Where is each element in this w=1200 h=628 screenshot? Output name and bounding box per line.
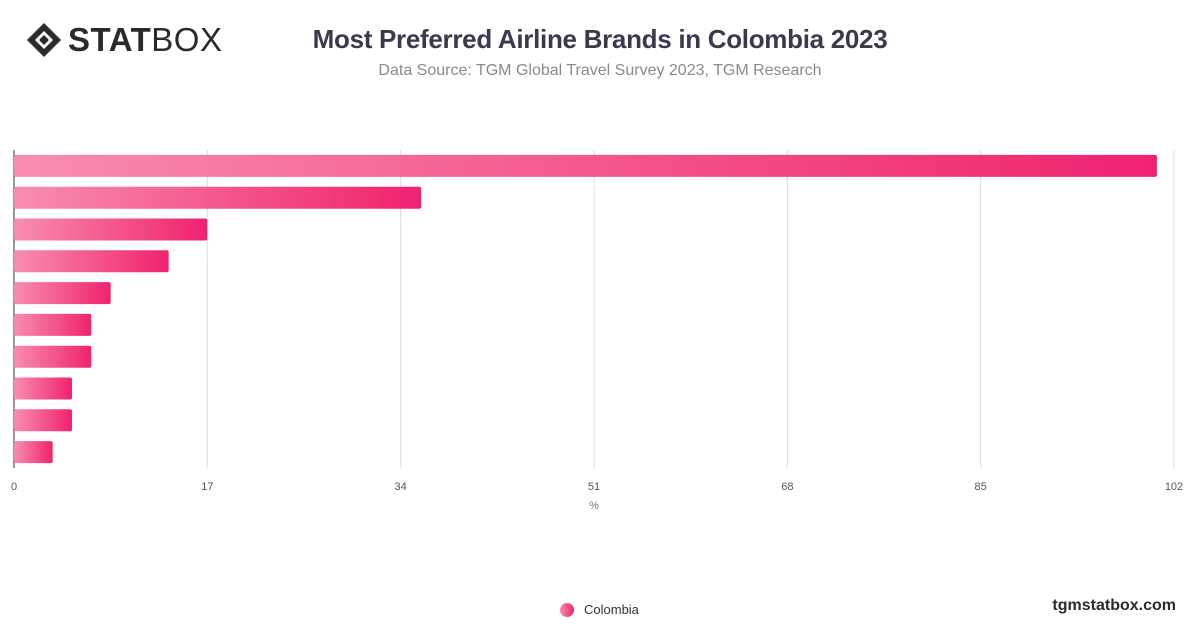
brand-logo: STATBOX (26, 22, 222, 58)
bar (14, 250, 169, 273)
bar (14, 441, 53, 464)
x-tick-label: 102 (1165, 481, 1183, 493)
x-tick-label: 0 (11, 481, 17, 493)
x-tick-label: 68 (781, 481, 793, 493)
footer-site-link[interactable]: tgmstatbox.com (1052, 597, 1176, 614)
bar (14, 409, 72, 432)
legend[interactable]: Colombia (560, 602, 639, 617)
x-tick-label: 51 (588, 481, 600, 493)
bar (14, 282, 111, 305)
x-tick-label: 34 (395, 481, 407, 493)
bar (14, 186, 422, 209)
legend-label-colombia: Colombia (584, 602, 639, 617)
x-tick-label: 17 (201, 481, 213, 493)
bar (14, 377, 72, 400)
logo-wordmark: STATBOX (68, 22, 222, 58)
bar (14, 218, 208, 241)
bar (14, 313, 92, 336)
chart-title: Most Preferred Airline Brands in Colombi… (312, 24, 888, 54)
logo-light-text: BOX (151, 21, 223, 58)
logo-bold-text: STAT (68, 21, 152, 58)
legend-marker-colombia (560, 602, 574, 617)
x-tick-label: 85 (975, 481, 987, 493)
statbox-diamond-icon (27, 23, 61, 57)
x-axis-label: % (589, 500, 599, 512)
bar (14, 154, 1157, 177)
bar (14, 345, 92, 368)
chart-subtitle: Data Source: TGM Global Travel Survey 20… (378, 62, 822, 79)
